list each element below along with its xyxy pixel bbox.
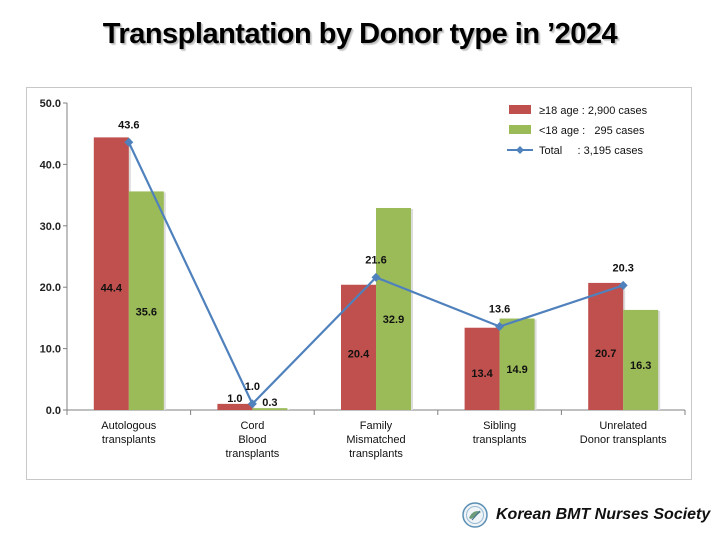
bar-pediatric-label: 0.3 [262,397,277,409]
y-tick-label: 0.0 [46,405,61,417]
bar-pediatric-label: 14.9 [506,364,527,376]
legend-entry: Total : 3,195 cases [539,145,643,157]
total-series-label: 13.6 [489,303,510,315]
legend-swatch-marker [516,146,524,154]
y-tick-label: 20.0 [40,282,61,294]
legend-swatch [509,125,531,134]
y-tick-label: 30.0 [40,221,61,233]
bar-pediatric [623,309,659,410]
x-category-label: Family Mismatched transplants [346,420,405,460]
x-category-label: Unrelated Donor transplants [580,420,667,446]
bar-pediatric-label: 16.3 [630,360,651,372]
organization-name: Korean BMT Nurses Society [496,506,711,523]
bar-pediatric [252,408,288,410]
total-series-point [247,399,257,409]
legend-swatch [509,105,531,114]
legend-entry: <18 age : 295 cases [539,125,645,137]
total-series-label: 20.3 [612,262,633,274]
bar-adult-label: 1.0 [227,393,242,405]
bar-pediatric-label: 32.9 [383,314,404,326]
bar-pediatric-label: 35.6 [136,307,157,319]
bar-pediatric [499,318,535,410]
y-tick-label: 10.0 [40,344,61,356]
x-category-label: Autologous transplants [101,420,157,446]
page-title: Transplantation by Donor type in ’2024 [102,18,618,50]
total-series-label: 43.6 [118,119,139,131]
total-series-label: 1.0 [245,381,260,393]
donor-type-chart: 0.0 10.0 20.0 30.0 40.0 50.0 Autologous transpl… [40,98,686,460]
bar-adult-label: 13.4 [471,368,493,380]
bar-adult [93,137,129,410]
bar-adult [588,282,624,410]
x-category-label: Cord Blood transplants [225,420,279,460]
bar-adult-label: 20.4 [348,349,370,361]
bar-adult-label: 44.4 [101,282,123,294]
y-tick-label: 40.0 [40,159,61,171]
chart-frame: 0.0 10.0 20.0 30.0 40.0 50.0 Autologous transpl… [26,87,692,480]
x-category-label: Sibling transplants [473,420,527,446]
bar-pediatric [128,191,164,410]
total-series-point [495,321,505,331]
legend-entry: ≥18 age : 2,900 cases [539,105,648,117]
society-logo-icon [462,502,488,528]
bar-adult [464,327,500,410]
total-series-point [618,280,628,290]
bar-adult [217,403,253,410]
y-tick-label: 50.0 [40,98,61,110]
total-series-label: 21.6 [365,254,386,266]
bar-adult [341,284,376,410]
total-series-point [371,272,381,282]
total-series-point [124,137,134,147]
footer: Korean BMT Nurses Society [462,500,710,530]
bar-adult-label: 20.7 [595,348,616,360]
bar-pediatric [376,207,411,410]
